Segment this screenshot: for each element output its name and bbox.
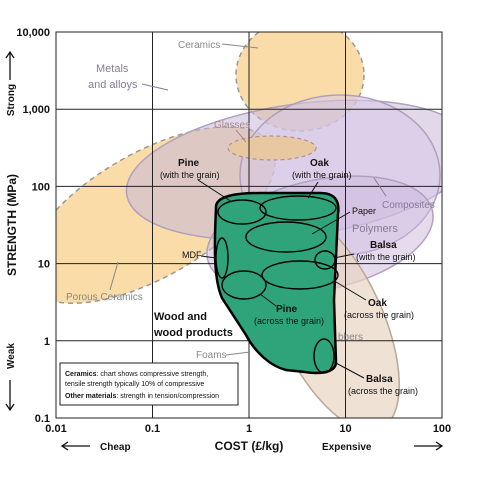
y-axis-title: STRENGTH (MPa) <box>5 174 19 276</box>
label-oak-with-sub: (with the grain) <box>292 170 352 180</box>
label-polymers: Polymers <box>352 223 398 235</box>
x-side-cheap: Cheap <box>100 442 131 453</box>
x-side-expensive: Expensive <box>322 442 372 453</box>
label-glasses: Glasses <box>214 120 250 131</box>
label-paper: Paper <box>352 206 376 216</box>
y-tick-label: 1 <box>44 336 50 348</box>
label-foams: Foams <box>196 350 227 361</box>
label-ceramics: Ceramics <box>178 40 220 51</box>
y-tick-label: 0.1 <box>35 413 50 425</box>
label-metals-2: and alloys <box>88 79 138 91</box>
oak-with-grain-marker <box>259 195 337 221</box>
x-tick-label: 100 <box>433 423 451 435</box>
arrow-down-icon <box>5 380 15 412</box>
region-glasses <box>227 135 317 161</box>
label-rubbers: bbers <box>338 332 363 343</box>
label-mdf: MDF <box>182 250 202 260</box>
label-oak-across-sub: (across the grain) <box>344 310 414 320</box>
y-tick-label: 1,000 <box>22 104 50 116</box>
arrow-left-icon <box>60 441 90 451</box>
note-line2: tensile strength typically 10% of compre… <box>65 381 204 388</box>
x-tick-label: 10 <box>339 423 351 435</box>
label-porous-ceramics: Porous Ceramics <box>66 292 143 303</box>
pine-across-grain-marker <box>221 270 267 300</box>
label-wood-2: wood products <box>153 327 233 339</box>
label-balsa-with-sub: (with the grain) <box>356 252 416 262</box>
label-oak-across: Oak <box>368 298 387 309</box>
note-ceramics-text: : chart shows compressive strength, <box>97 371 209 378</box>
x-tick-label: 0.1 <box>145 423 160 435</box>
arrow-up-icon <box>5 50 15 80</box>
x-tick-label: 1 <box>246 423 252 435</box>
arrow-right-icon <box>414 441 444 451</box>
y-tick-label: 10,000 <box>16 27 50 39</box>
pine-with-grain-marker <box>217 199 267 225</box>
label-pine-across: Pine <box>276 304 298 315</box>
svg-text:Ceramics: chart shows compress: Ceramics: chart shows compressive streng… <box>65 371 208 378</box>
label-pine-with: Pine <box>178 158 200 169</box>
label-balsa-across: Balsa <box>366 374 393 385</box>
note-other-text: : strength in tension/compression <box>116 393 219 400</box>
note-other-bold: Other materials <box>65 393 116 400</box>
y-side-strong: Strong <box>6 84 17 116</box>
balsa-with-grain-marker <box>314 250 336 270</box>
label-pine-with-sub: (with the grain) <box>160 170 220 180</box>
y-tick-label: 100 <box>32 181 50 193</box>
label-metals-1: Metals <box>96 63 129 75</box>
x-axis-ticks: 0.01 0.1 1 10 100 <box>45 423 451 435</box>
label-oak-with: Oak <box>310 158 329 169</box>
y-side-weak: Weak <box>6 343 17 369</box>
label-balsa-across-sub: (across the grain) <box>348 386 418 396</box>
balsa-across-grain-marker <box>313 338 335 374</box>
y-axis-ticks: 10,000 1,000 100 10 1 0.1 <box>16 27 50 425</box>
y-tick-label: 10 <box>38 259 50 271</box>
x-axis-title: COST (£/kg) <box>215 439 284 453</box>
oak-across-grain-marker <box>261 260 339 290</box>
paper-marker <box>245 221 327 253</box>
label-pine-across-sub: (across the grain) <box>254 316 324 326</box>
label-composites: Composites <box>382 200 435 211</box>
svg-text:Other materials: strength in t: Other materials: strength in tension/com… <box>65 393 219 400</box>
note-box: Ceramics: chart shows compressive streng… <box>59 362 239 406</box>
label-balsa-with: Balsa <box>370 240 397 251</box>
x-tick-label: 0.01 <box>45 423 66 435</box>
note-ceramics-bold: Ceramics <box>65 371 97 378</box>
label-wood-1: Wood and <box>154 311 207 323</box>
